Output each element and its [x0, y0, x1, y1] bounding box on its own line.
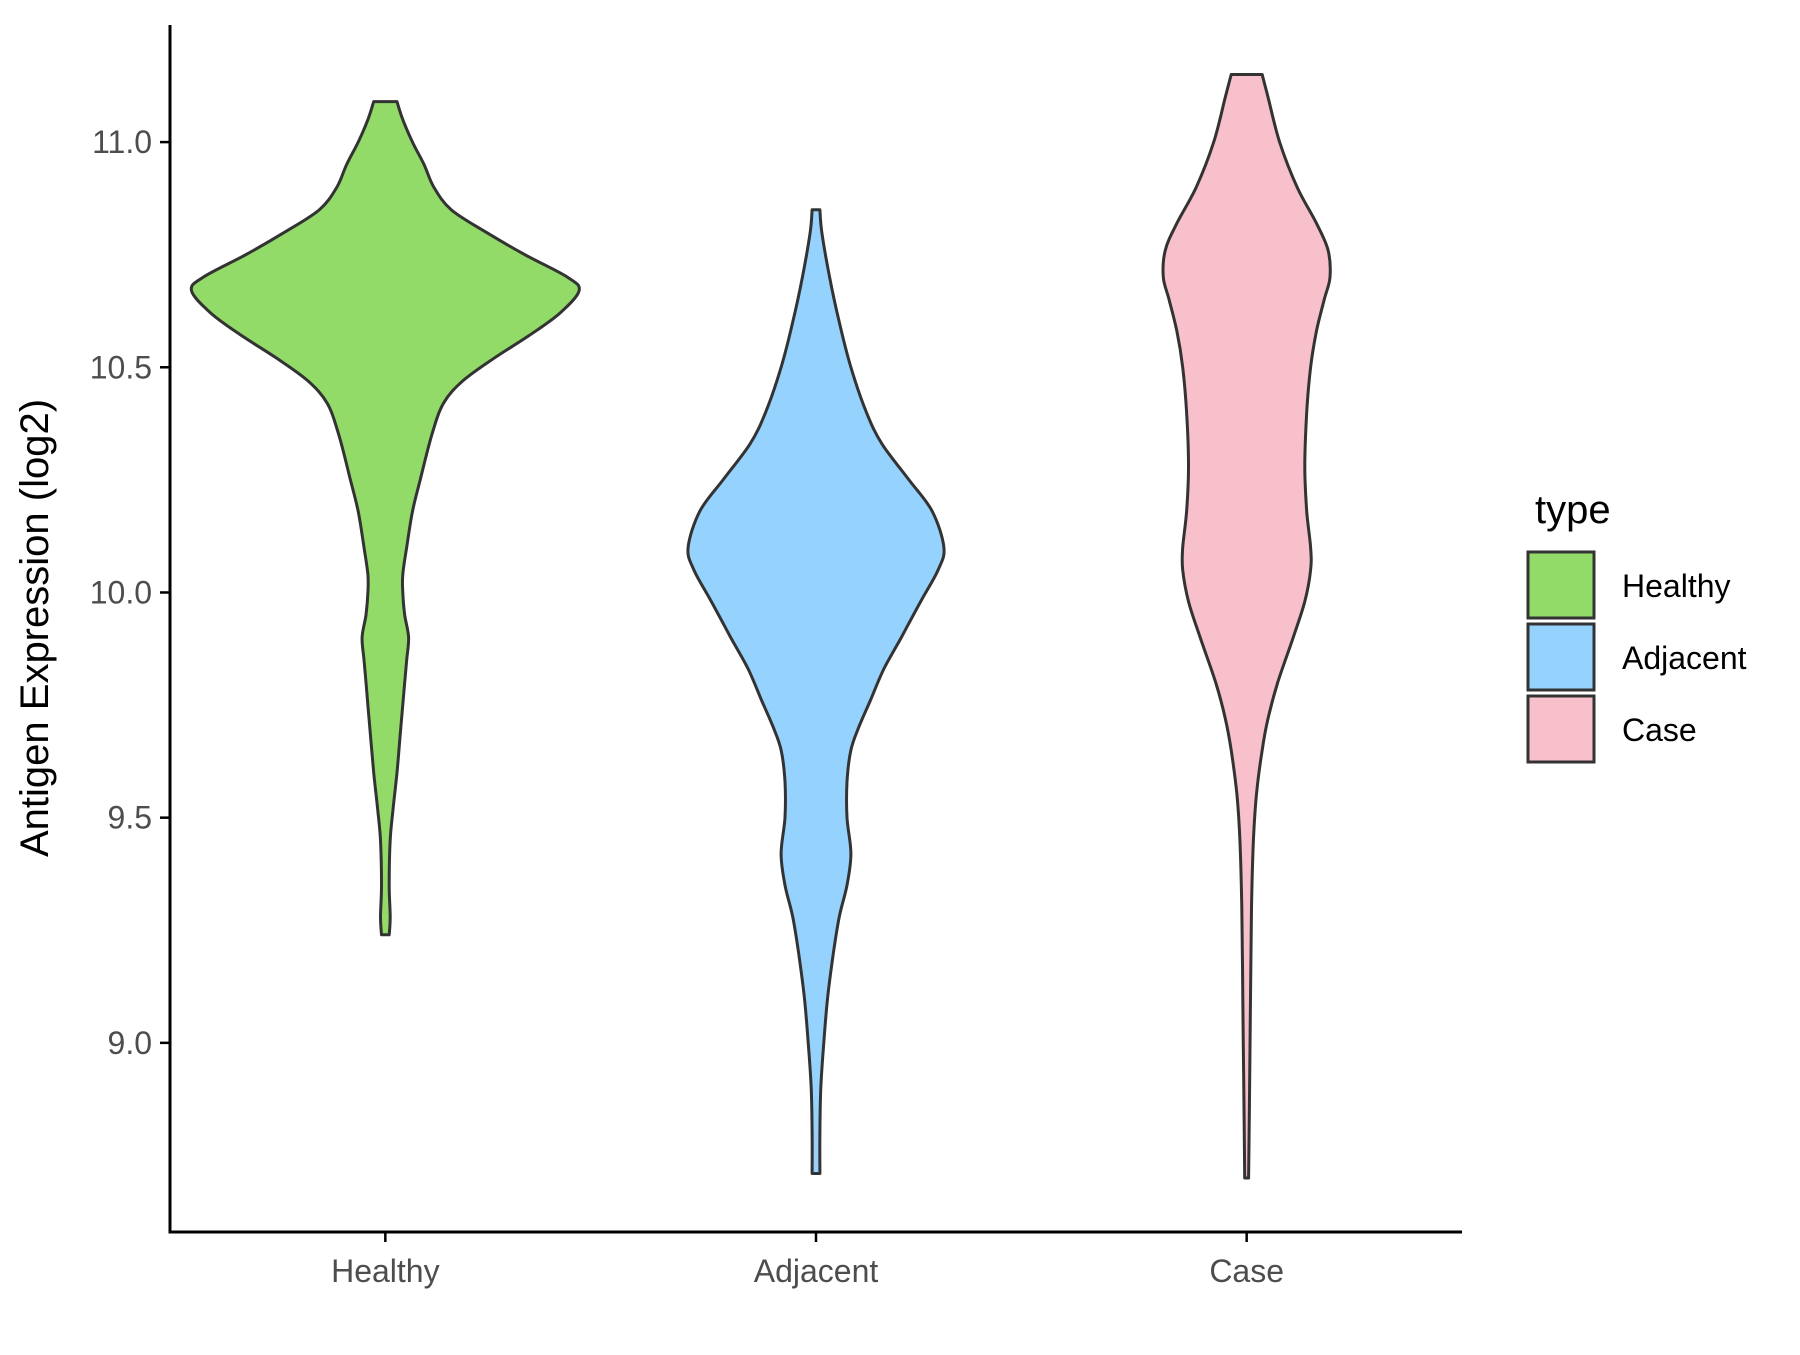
legend-label-healthy: Healthy [1622, 568, 1731, 604]
legend-key-adjacent [1526, 622, 1596, 692]
violin-healthy [189, 100, 581, 937]
legend-items: Healthy Adjacent Case [1526, 550, 1747, 764]
y-tick-label: 11.0 [92, 124, 152, 160]
y-ticks: 9.0 9.5 10.0 10.5 11.0 [90, 124, 170, 1061]
x-tick-label: Healthy [331, 1253, 440, 1289]
y-tick-label: 10.0 [90, 574, 152, 610]
x-tick-label: Adjacent [754, 1253, 879, 1289]
violin-case [1161, 73, 1332, 1180]
legend: type Healthy Adjacent Case [1526, 488, 1747, 764]
legend-label-adjacent: Adjacent [1622, 640, 1747, 676]
x-tick-label: Case [1209, 1253, 1284, 1289]
legend-label-case: Case [1622, 712, 1697, 748]
legend-key-case [1526, 694, 1596, 764]
y-tick-label: 9.0 [108, 1025, 152, 1061]
legend-title: type [1535, 488, 1611, 532]
legend-key-healthy [1526, 550, 1596, 620]
violin-layer [189, 73, 1332, 1180]
y-tick-label: 9.5 [108, 800, 152, 836]
y-tick-label: 10.5 [90, 349, 152, 385]
x-ticks: Healthy Adjacent Case [331, 1232, 1284, 1289]
axes-layer: 9.0 9.5 10.0 10.5 11.0 Healthy Adjacent Case [90, 25, 1462, 1289]
violin-adjacent [686, 208, 946, 1175]
y-axis-label: Antigen Expression (log2) [13, 399, 57, 857]
